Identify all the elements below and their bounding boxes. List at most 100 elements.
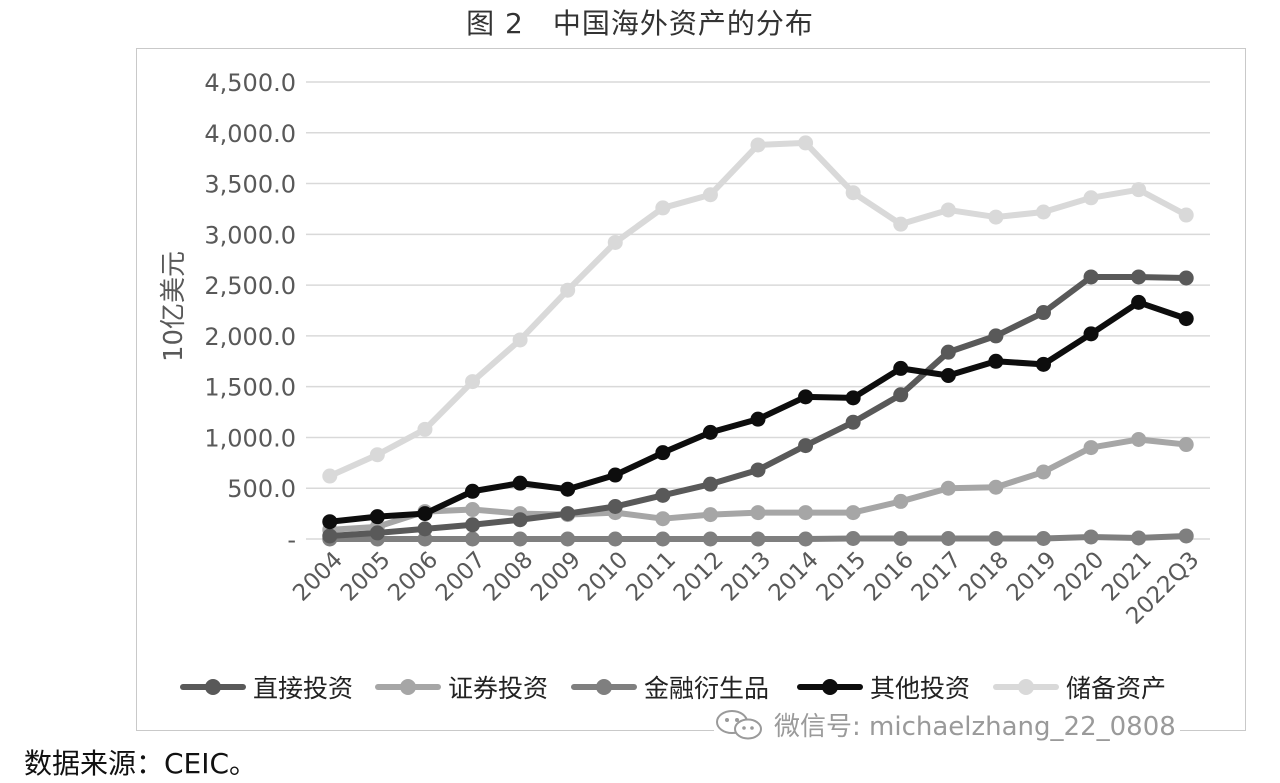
data-point-fdi	[1083, 269, 1099, 285]
data-point-other	[1178, 311, 1194, 327]
data-point-fdi	[465, 517, 481, 533]
data-point-portfolio	[1178, 437, 1194, 453]
x-tick-label: 2013	[716, 547, 776, 607]
data-point-portfolio	[655, 511, 671, 527]
data-point-derivatives	[845, 530, 861, 546]
y-axis-title: 10亿美元	[159, 251, 189, 362]
data-point-derivatives	[607, 531, 623, 547]
x-tick-label: 2009	[526, 547, 586, 607]
data-point-other	[322, 514, 338, 530]
data-point-reserves	[322, 468, 338, 484]
data-point-reserves	[417, 421, 433, 437]
data-point-reserves	[893, 216, 909, 232]
data-point-derivatives	[655, 531, 671, 547]
data-point-other	[1083, 326, 1099, 342]
data-point-portfolio	[750, 505, 766, 521]
legend-label-derivatives: 金融衍生品	[644, 674, 769, 703]
data-point-derivatives	[750, 531, 766, 547]
y-tick-label: 1,000.0	[204, 424, 296, 452]
data-point-reserves	[607, 234, 623, 250]
data-point-portfolio	[940, 480, 956, 496]
y-tick-label: 1,500.0	[204, 374, 296, 402]
data-point-portfolio	[988, 479, 1004, 495]
x-tick-label: 2020	[1050, 547, 1110, 607]
legend-marker-reserves	[1018, 679, 1034, 695]
data-point-fdi	[940, 344, 956, 360]
data-point-reserves	[702, 187, 718, 203]
data-point-derivatives	[988, 530, 1004, 546]
data-point-portfolio	[702, 507, 718, 523]
data-point-fdi	[702, 476, 718, 492]
data-point-other	[560, 481, 576, 497]
data-point-fdi	[1178, 270, 1194, 286]
legend-marker-portfolio	[400, 679, 416, 695]
x-tick-label: 2018	[954, 547, 1014, 607]
data-point-fdi	[512, 512, 528, 528]
x-tick-label: 2014	[764, 547, 824, 607]
data-point-reserves	[845, 185, 861, 201]
data-point-other	[940, 367, 956, 383]
data-point-fdi	[1131, 269, 1147, 285]
data-point-fdi	[988, 328, 1004, 344]
data-point-reserves	[655, 200, 671, 216]
data-point-derivatives	[1178, 528, 1194, 544]
data-point-reserves	[369, 447, 385, 463]
data-point-reserves	[1131, 182, 1147, 198]
data-point-reserves	[798, 135, 814, 151]
data-point-fdi	[798, 438, 814, 454]
data-point-portfolio	[845, 505, 861, 521]
data-point-fdi	[369, 525, 385, 541]
data-point-fdi	[560, 506, 576, 522]
x-tick-label: 2005	[336, 547, 396, 607]
data-point-fdi	[750, 462, 766, 478]
data-point-reserves	[988, 209, 1004, 225]
x-tick-label: 2011	[621, 547, 681, 607]
data-point-other	[465, 483, 481, 499]
data-point-derivatives	[1083, 529, 1099, 545]
y-tick-label: 4,500.0	[204, 69, 296, 97]
y-tick-label: 500.0	[227, 475, 296, 503]
data-point-derivatives	[702, 531, 718, 547]
data-point-derivatives	[1035, 530, 1051, 546]
data-point-reserves	[512, 332, 528, 348]
data-point-other	[512, 475, 528, 491]
x-tick-label: 2019	[1002, 547, 1062, 607]
x-tick-label: 2015	[812, 547, 872, 607]
data-point-portfolio	[1083, 440, 1099, 456]
data-point-reserves	[940, 202, 956, 218]
data-point-other	[798, 389, 814, 405]
data-point-portfolio	[1035, 464, 1051, 480]
figure-title: 图 2 中国海外资产的分布	[466, 7, 814, 40]
x-tick-label: 2008	[479, 547, 539, 607]
y-tick-label: 4,000.0	[204, 120, 296, 148]
data-point-reserves	[750, 137, 766, 153]
data-point-derivatives	[512, 531, 528, 547]
x-tick-label: 2006	[383, 547, 443, 607]
x-tick-label: 2010	[574, 547, 634, 607]
legend-marker-derivatives	[596, 679, 612, 695]
y-tick-label: -	[287, 526, 296, 554]
data-point-other	[1131, 294, 1147, 310]
legend-label-fdi: 直接投资	[253, 674, 353, 703]
watermark: 微信号: michaelzhang_22_0808	[714, 706, 1180, 743]
data-point-fdi	[417, 521, 433, 537]
data-point-other	[988, 353, 1004, 369]
data-point-derivatives	[893, 530, 909, 546]
data-point-other	[845, 390, 861, 406]
data-point-derivatives	[465, 531, 481, 547]
y-tick-label: 3,000.0	[204, 221, 296, 249]
x-tick-label: 2012	[669, 547, 729, 607]
data-point-other	[607, 467, 623, 483]
data-point-portfolio	[798, 505, 814, 521]
y-tick-label: 2,500.0	[204, 272, 296, 300]
data-point-portfolio	[893, 493, 909, 509]
data-point-fdi	[893, 387, 909, 403]
data-point-portfolio	[1131, 431, 1147, 447]
data-point-reserves	[1083, 190, 1099, 206]
wechat-icon	[716, 709, 762, 739]
data-point-other	[702, 424, 718, 440]
legend-label-other: 其他投资	[870, 674, 970, 703]
data-point-fdi	[607, 499, 623, 515]
data-point-reserves	[1035, 204, 1051, 220]
y-tick-label: 3,500.0	[204, 171, 296, 199]
